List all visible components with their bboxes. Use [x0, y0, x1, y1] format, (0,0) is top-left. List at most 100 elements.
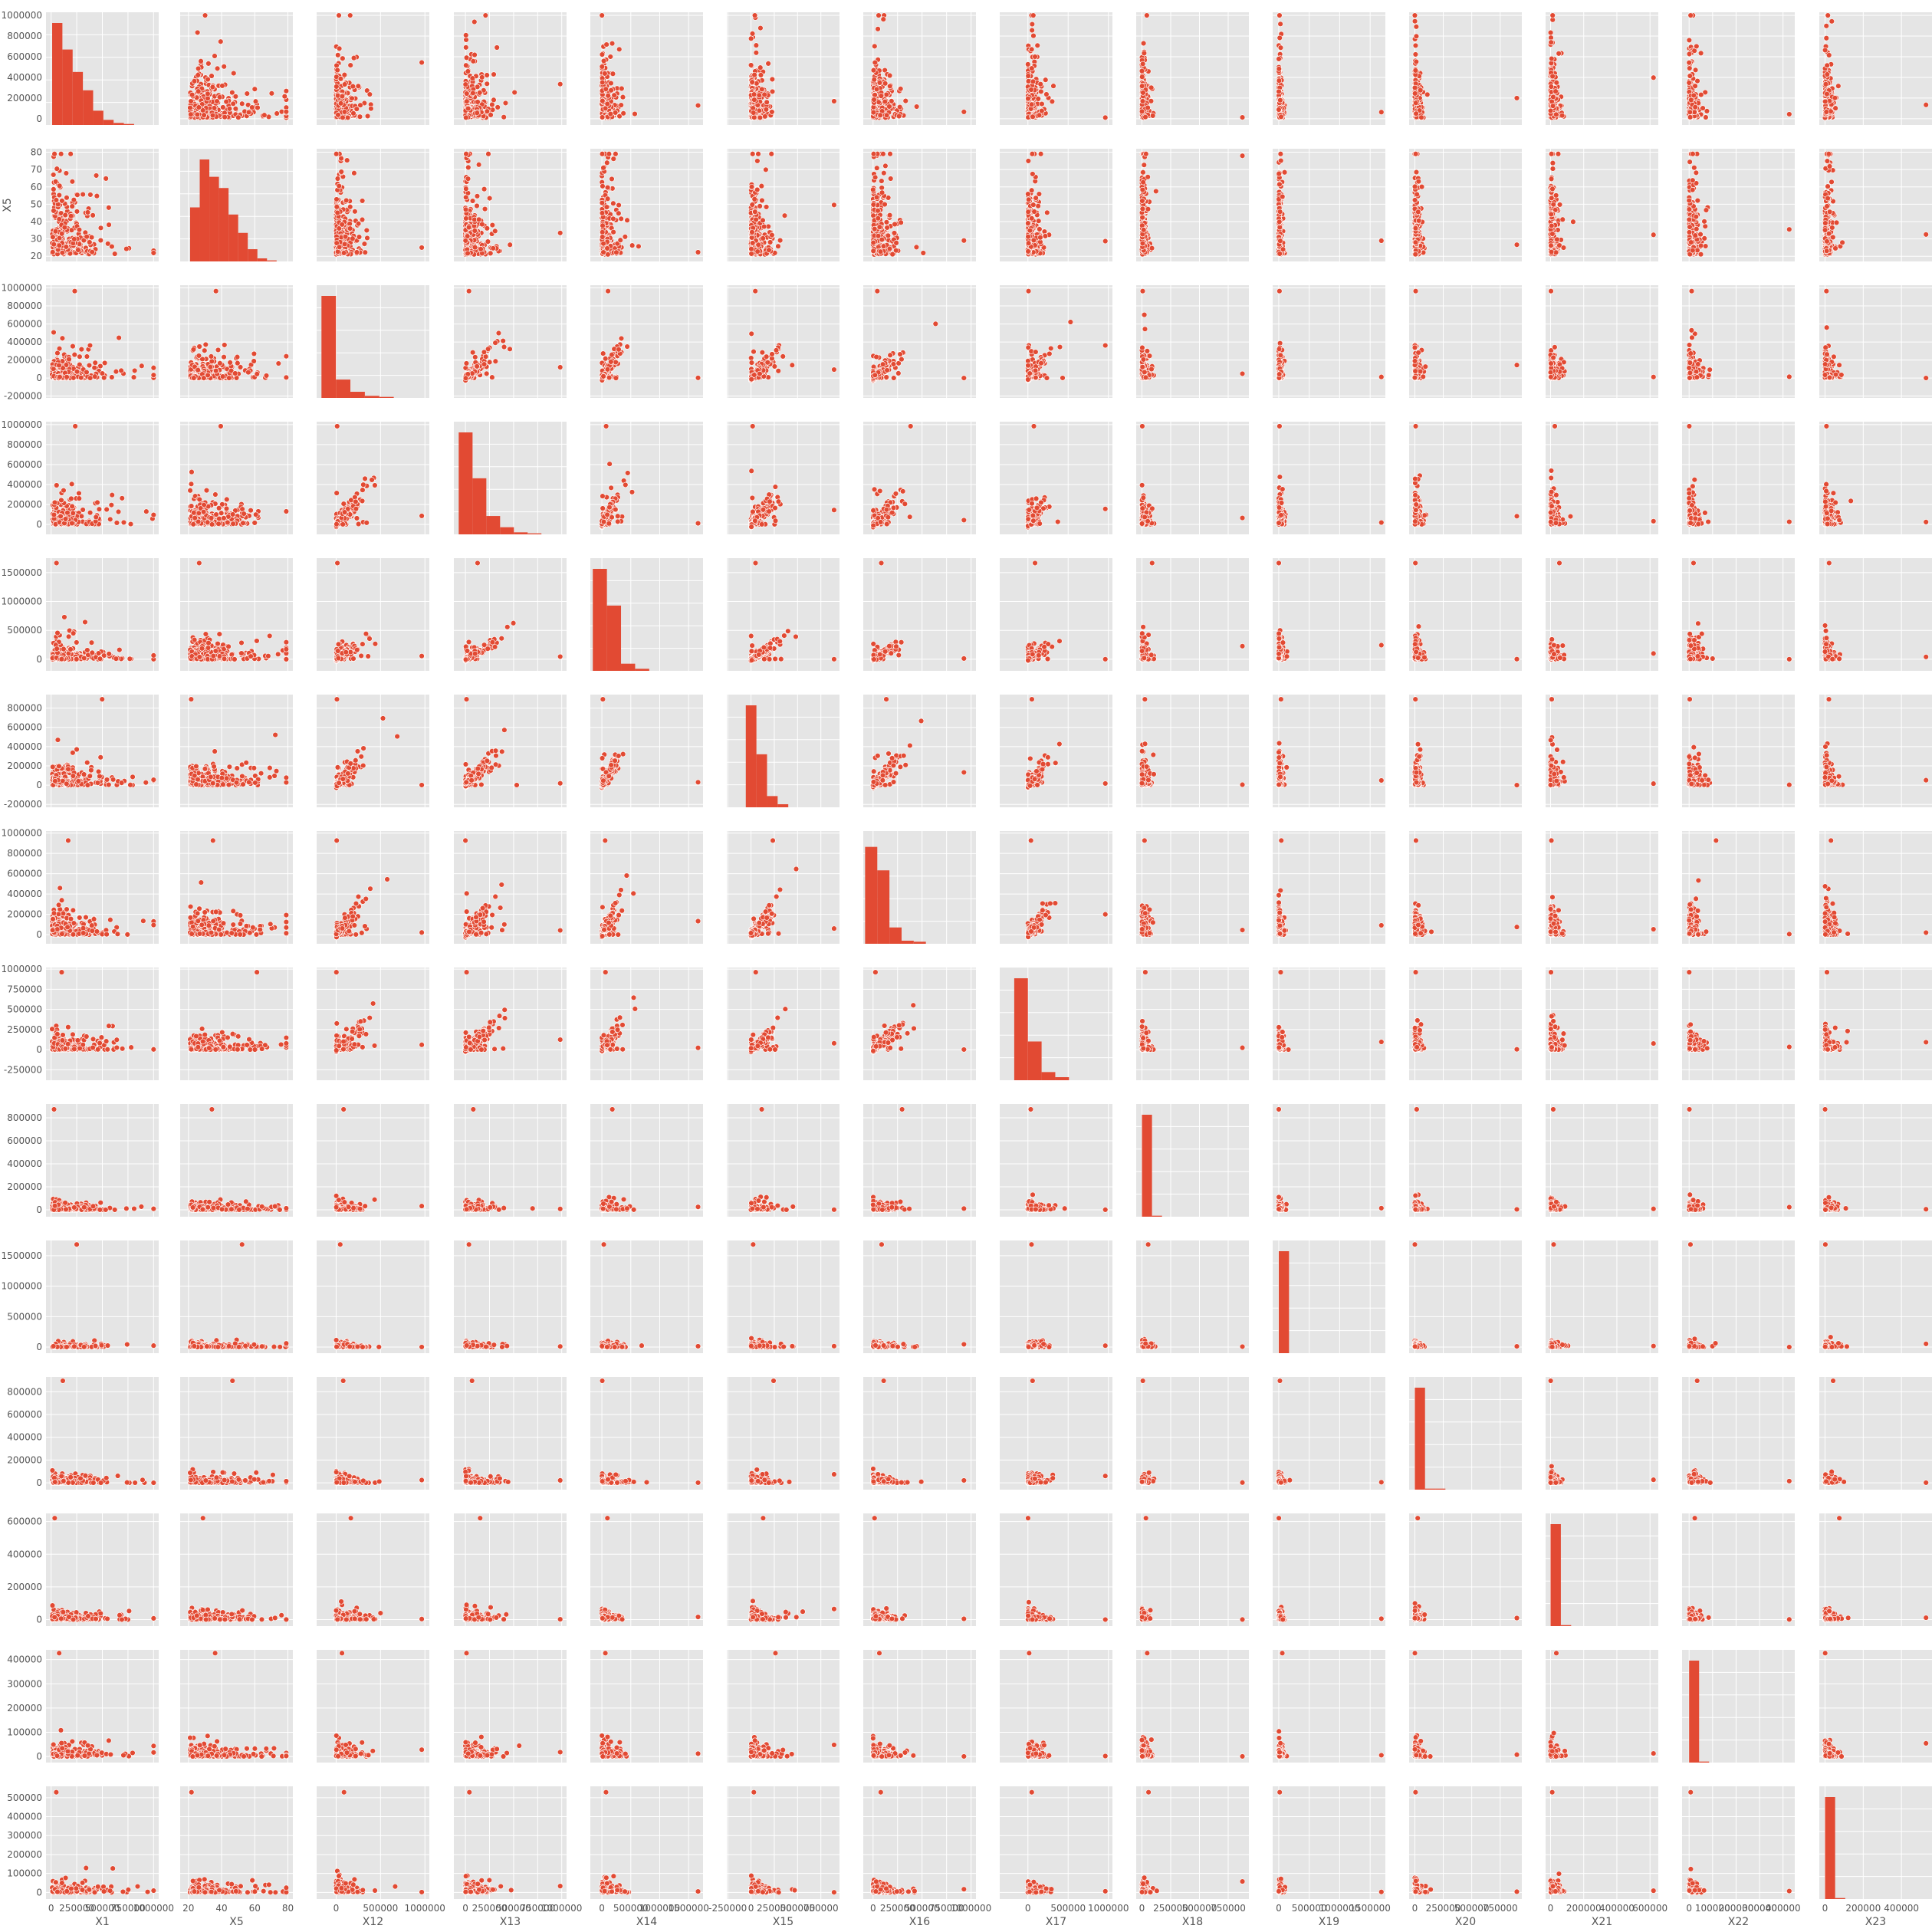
scatter-point	[757, 65, 763, 71]
scatter-point	[218, 39, 223, 44]
scatter-point	[762, 92, 767, 97]
scatter-point	[274, 111, 280, 117]
histogram-bar	[62, 50, 72, 125]
scatter-point	[872, 77, 877, 82]
scatter-point	[754, 43, 759, 48]
scatter-point	[245, 91, 250, 97]
scatter-point	[491, 72, 497, 77]
scatter-point	[754, 50, 759, 55]
scatter-point	[600, 64, 605, 70]
scatter-point	[335, 52, 340, 58]
scatter-point	[610, 41, 615, 46]
scatter-point	[609, 80, 614, 86]
scatter-point	[354, 107, 360, 112]
scatter-point	[347, 13, 353, 18]
scatter-point	[1150, 113, 1155, 118]
scatter-point	[616, 47, 622, 52]
scatter-point	[475, 110, 480, 116]
scatter-point	[557, 81, 563, 87]
scatter-point	[195, 112, 200, 117]
scatter-point	[882, 99, 888, 104]
scatter-point	[357, 114, 363, 120]
scatter-point	[1141, 90, 1146, 96]
panel-X1-vs-X14	[590, 12, 703, 125]
scatter-point	[887, 73, 892, 78]
scatter-point	[751, 97, 757, 103]
scatter-point	[751, 115, 757, 120]
scatter-point	[1139, 68, 1145, 74]
histogram-bar	[124, 124, 134, 125]
scatter-point	[231, 101, 236, 107]
scatter-point	[269, 90, 274, 96]
scatter-point	[1031, 33, 1037, 38]
scatter-point	[284, 109, 289, 114]
panel-X1-vs-X12	[317, 12, 429, 125]
scatter-point	[338, 76, 343, 81]
scatter-point	[832, 99, 837, 104]
scatter-point	[189, 92, 195, 97]
scatter-point	[463, 115, 468, 120]
scatter-point	[903, 98, 909, 104]
scatter-point	[758, 72, 764, 77]
scatter-point	[350, 84, 356, 89]
scatter-point	[632, 111, 638, 117]
scatter-point	[896, 113, 902, 119]
scatter-point	[750, 80, 755, 85]
scatter-point	[495, 45, 500, 51]
scatter-point	[365, 113, 370, 119]
scatter-point	[600, 13, 605, 18]
scatter-point	[1035, 43, 1040, 48]
scatter-point	[871, 110, 876, 115]
scatter-point	[1030, 13, 1036, 18]
histogram-bar	[93, 110, 103, 125]
scatter-point	[872, 44, 877, 49]
scatter-point	[600, 52, 605, 58]
scatter-point	[472, 19, 477, 25]
scatter-point	[255, 105, 261, 110]
scatter-point	[261, 113, 267, 118]
scatter-point	[485, 81, 490, 87]
scatter-point	[471, 58, 476, 64]
scatter-point	[249, 105, 255, 110]
scatter-point	[881, 17, 886, 22]
scatter-point	[748, 63, 754, 68]
scatter-point	[601, 58, 606, 64]
scatter-point	[876, 26, 881, 31]
scatter-point	[464, 55, 469, 61]
scatter-point	[1144, 13, 1149, 18]
scatter-point	[1040, 101, 1045, 107]
scatter-point	[335, 67, 340, 73]
scatter-point	[338, 100, 343, 106]
scatter-point	[351, 55, 356, 61]
scatter-point	[199, 58, 204, 64]
scatter-point	[914, 104, 919, 110]
scatter-point	[619, 103, 624, 108]
scatter-point	[752, 13, 757, 18]
panel-X1-vs-X18	[1136, 12, 1249, 125]
scatter-point	[1102, 115, 1108, 120]
scatter-point	[884, 92, 889, 97]
scatter-point	[192, 78, 197, 84]
scatter-point	[1278, 21, 1283, 27]
scatter-point	[337, 13, 342, 18]
scatter-point	[233, 106, 238, 111]
histogram-bar	[104, 120, 113, 125]
scatter-point	[489, 102, 495, 107]
scatter-point	[1029, 47, 1034, 52]
scatter-point	[608, 111, 613, 117]
scatter-point	[188, 112, 193, 117]
scatter-point	[751, 110, 756, 116]
scatter-point	[195, 30, 200, 35]
scatter-point	[1142, 51, 1147, 56]
scatter-point	[202, 113, 207, 118]
scatter-point	[769, 110, 774, 115]
scatter-point	[1139, 74, 1145, 80]
scatter-point	[1038, 81, 1043, 87]
scatter-point	[464, 91, 469, 97]
scatter-point	[222, 114, 228, 120]
scatter-point	[470, 90, 475, 96]
scatter-point	[205, 61, 211, 66]
scatter-point	[246, 110, 251, 115]
panel-background	[1000, 12, 1112, 125]
panel-X1-vs-X19	[1273, 12, 1385, 125]
